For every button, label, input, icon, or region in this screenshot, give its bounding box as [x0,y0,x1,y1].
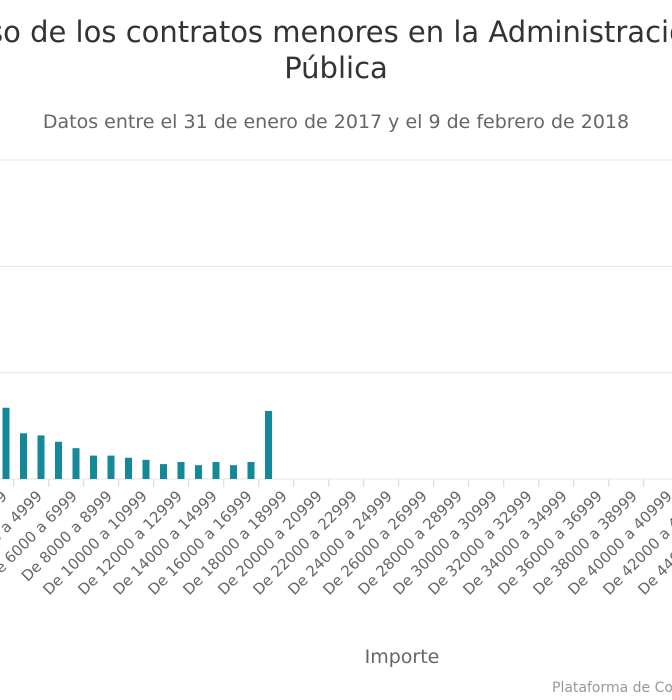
bar [107,455,115,479]
bar [90,455,97,479]
x-axis-title: Importe [365,646,440,668]
chart-title: Pública [284,51,388,85]
bar [125,457,132,479]
bar [55,441,62,479]
bar [265,410,272,479]
bar [212,461,220,479]
credits: Plataforma de Contratación del Sector Pú… [552,680,672,696]
bar [20,433,27,479]
bar [142,459,150,479]
chart-subtitle: Datos entre el 31 de enero de 2017 y el … [43,111,629,133]
bar [195,465,202,479]
bar [230,465,237,479]
chart-title: Uso de los contratos menores en la Admin… [0,15,672,49]
bar [247,461,255,479]
bar [177,461,185,479]
bar [72,448,80,479]
bar [2,407,10,479]
bar [160,464,167,479]
bar [37,435,45,479]
